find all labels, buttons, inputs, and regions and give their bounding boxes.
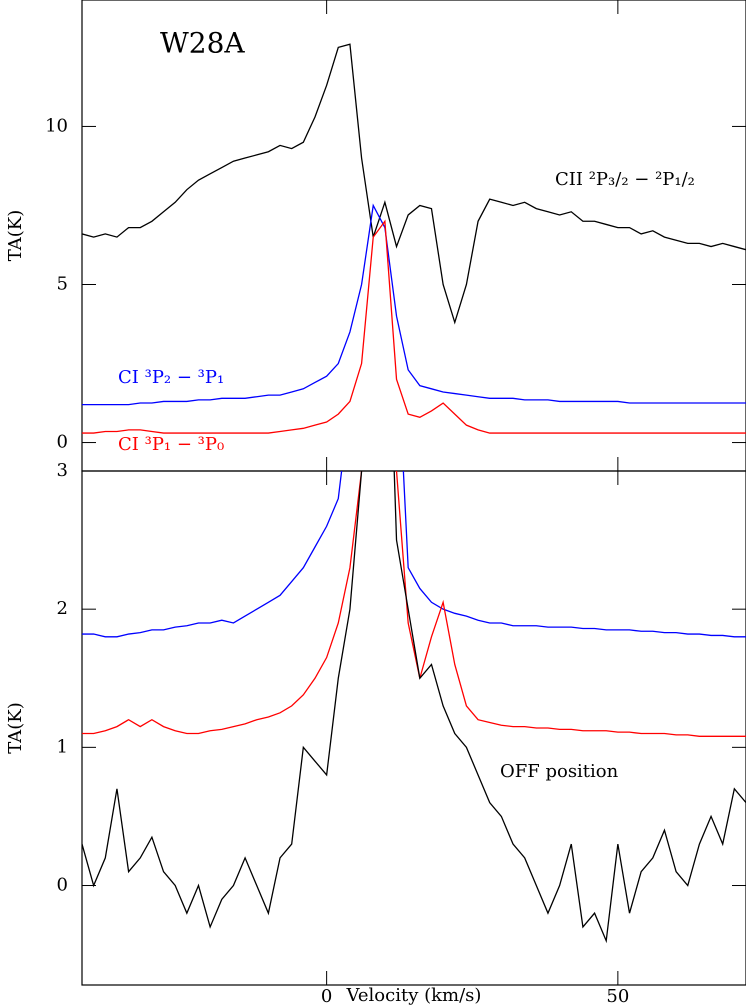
series-label: CII ²P₃/₂ − ²P₁/₂ [555,169,695,190]
x-axis-label: Velocity (km/s) [346,985,482,1006]
plot-frame [81,0,746,472]
y-axis-label: TA(K) [5,210,26,262]
x-tick-label: 50 [606,986,629,1006]
series-label: OFF position [500,761,619,782]
y-tick-label: 1 [57,736,68,757]
series-group [82,471,746,944]
y-axis-label: TA(K) [5,702,26,754]
series-group [82,43,746,434]
series-label: CI ³P₁ − ³P₀ [118,434,224,455]
annotation: W28A [160,27,245,60]
series-label: CI ³P₂ − ³P₁ [118,367,224,388]
x-tick-label: 0 [321,986,332,1006]
y-tick-label: 3 [57,460,68,481]
spectrum-line [82,203,746,406]
y-tick-label: 0 [57,432,68,453]
y-tick-label: 0 [57,875,68,896]
spectrum-line [82,43,746,325]
plot-frame [81,470,746,986]
y-tick-label: 10 [45,115,68,136]
spectrum-line [82,471,746,944]
spectrum-line [82,471,746,638]
spectrum-line [82,219,746,434]
y-tick-label: 5 [57,273,68,294]
spectrum-line [82,471,746,737]
y-tick-label: 2 [57,598,68,619]
